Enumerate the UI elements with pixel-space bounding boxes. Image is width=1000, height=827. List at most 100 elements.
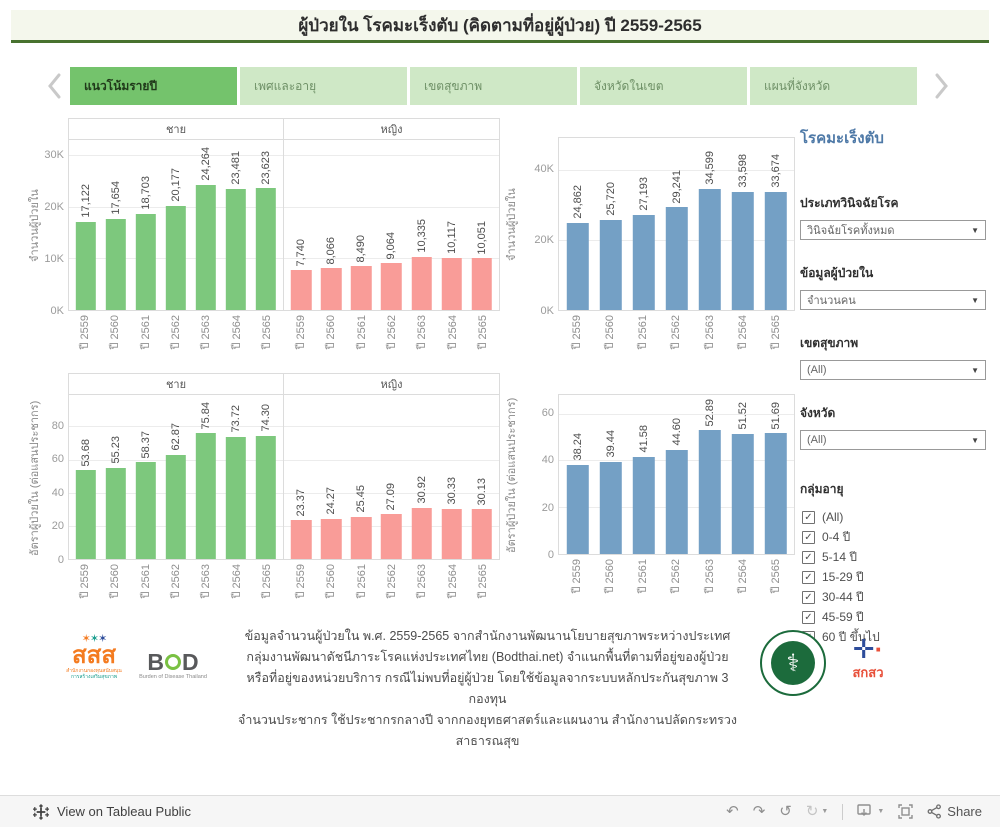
bar[interactable] — [764, 191, 787, 310]
bar[interactable] — [441, 257, 463, 310]
filter-block-4: จังหวัด (All) ▼ — [800, 404, 986, 450]
gridline — [284, 258, 499, 260]
bar-value-label: 30.13 — [475, 477, 488, 506]
tab-list: แนวโน้มรายปี เพศและอายุ เขตสุขภาพ จังหวัดใน… — [70, 67, 917, 105]
bar[interactable] — [599, 461, 622, 554]
bar[interactable] — [351, 266, 372, 310]
tab-3[interactable]: เขตสุขภาพ — [410, 67, 577, 105]
bar[interactable] — [195, 433, 217, 559]
bar[interactable] — [731, 433, 754, 554]
bar[interactable] — [135, 462, 157, 559]
age-checkbox-row[interactable]: ✓ 30-44 ปี — [800, 587, 986, 607]
bar[interactable] — [599, 219, 622, 310]
filter-dropdown[interactable]: จำนวนคน ▼ — [800, 290, 986, 310]
age-checkbox-row[interactable]: ✓ (All) — [800, 507, 986, 527]
tabs-next-icon[interactable] — [930, 71, 954, 101]
y-tick: 0 — [547, 549, 554, 561]
bar[interactable] — [411, 507, 432, 559]
bar[interactable] — [471, 509, 493, 559]
bar-value-label: 23,623 — [260, 150, 272, 185]
age-checkbox-row[interactable]: ✓ 45-59 ปี — [800, 607, 986, 627]
tab-4[interactable]: จังหวัดในเขต — [580, 67, 747, 105]
bar[interactable] — [105, 219, 127, 310]
revert-icon[interactable]: ↺ — [779, 803, 792, 820]
bar[interactable] — [105, 467, 127, 559]
checkbox-icon[interactable]: ✓ — [802, 550, 815, 564]
bar[interactable] — [255, 188, 277, 310]
bar[interactable] — [764, 433, 787, 554]
tabs-prev-icon[interactable] — [44, 71, 68, 101]
tab-1[interactable]: แนวโน้มรายปี — [70, 67, 237, 105]
bar-value-label: 20,177 — [170, 168, 182, 203]
bar[interactable] — [290, 520, 312, 559]
bar[interactable] — [698, 188, 721, 310]
bar[interactable] — [165, 206, 187, 310]
footer-line: หรือที่อยู่ของหน่วยบริการ กรณีไม่พบที่อย… — [246, 671, 729, 706]
bar[interactable] — [225, 436, 247, 559]
bar[interactable] — [566, 464, 589, 554]
y-tick: 30K — [44, 148, 64, 161]
bar[interactable] — [75, 470, 97, 559]
dropdown-value: จำนวนคน — [807, 295, 856, 307]
bar[interactable] — [320, 268, 342, 310]
bar[interactable] — [320, 518, 342, 559]
age-checkbox-row[interactable]: ✓60 ปี ขึ้นไป — [800, 627, 986, 647]
checkbox-icon[interactable]: ✓ — [802, 570, 815, 584]
age-group-options: ✓ (All) ✓ 0-4 ปี ✓ 5-14 ปี ✓ 15-29 ปี ✓ 30-44 ปี ✓… — [800, 507, 986, 647]
bar[interactable] — [566, 222, 589, 310]
checkbox-icon[interactable]: ✓ — [802, 530, 815, 544]
undo-icon[interactable]: ↶ — [726, 803, 739, 820]
footer-line: กลุ่มงานพัฒนาดัชนีภาระโรคแห่งประเทศไทย (… — [246, 650, 729, 664]
bar[interactable] — [195, 185, 217, 310]
bar[interactable] — [165, 454, 187, 559]
bar[interactable] — [665, 449, 688, 554]
y-tick: 40K — [534, 162, 554, 175]
tab-5[interactable]: แผนที่จังหวัด — [750, 67, 917, 105]
filter-dropdown[interactable]: (All) ▼ — [800, 360, 986, 380]
bar[interactable] — [381, 514, 402, 559]
bar-column: 10,051 — [467, 140, 497, 310]
bar[interactable] — [731, 192, 754, 310]
bar[interactable] — [632, 456, 655, 554]
filter-dropdown[interactable]: (All) ▼ — [800, 430, 986, 450]
x-tick: ปี 2560 — [325, 564, 338, 599]
checkbox-icon[interactable]: ✓ — [802, 610, 815, 624]
bar[interactable] — [665, 207, 688, 310]
checkbox-icon[interactable]: ✓ — [802, 590, 815, 604]
bar-value-label: 10,117 — [445, 221, 458, 254]
filter-dropdown[interactable]: วินิจฉัยโรคทั้งหมด ▼ — [800, 220, 986, 240]
bar[interactable] — [411, 256, 432, 310]
bar-value-label: 29,241 — [670, 169, 683, 204]
plot-area: 24,862 25,720 27,193 29,241 34,599 33,598 33,6… — [558, 137, 795, 311]
redo-icon[interactable]: ↷ — [752, 803, 766, 820]
bar-column: 27,193 — [627, 138, 660, 310]
bar[interactable] — [441, 508, 463, 559]
age-checkbox-row[interactable]: ✓ 15-29 ปี — [800, 567, 986, 587]
device-layout-icon[interactable]: ▼ — [857, 804, 884, 819]
bar[interactable] — [255, 435, 277, 559]
bar-value-label: 55.23 — [110, 435, 122, 464]
bar[interactable] — [351, 516, 372, 559]
bar-column: 7,740 — [286, 140, 316, 310]
bar[interactable] — [698, 430, 721, 554]
bar[interactable] — [290, 270, 312, 310]
age-checkbox-row[interactable]: ✓ 5-14 ปี — [800, 547, 986, 567]
x-tick: ปี 2561 — [139, 564, 152, 599]
tab-2[interactable]: เพศและอายุ — [240, 67, 407, 105]
bar[interactable] — [75, 221, 97, 310]
bar[interactable] — [381, 263, 402, 310]
age-checkbox-row[interactable]: ✓ 0-4 ปี — [800, 527, 986, 547]
bar[interactable] — [632, 214, 655, 310]
fullscreen-icon[interactable] — [898, 804, 913, 819]
series-header: หญิง — [283, 373, 500, 395]
checkbox-icon[interactable]: ✓ — [802, 510, 815, 524]
bar[interactable] — [471, 258, 493, 310]
bar[interactable] — [135, 213, 157, 310]
share-button[interactable]: Share — [927, 804, 982, 819]
bar[interactable] — [225, 189, 247, 310]
refresh-icon[interactable]: ↻ ▼ — [805, 803, 829, 820]
bar-column: 53.68 — [71, 395, 101, 559]
bar-value-label: 24.27 — [325, 487, 338, 515]
view-on-tableau[interactable]: View on Tableau Public — [33, 803, 191, 820]
